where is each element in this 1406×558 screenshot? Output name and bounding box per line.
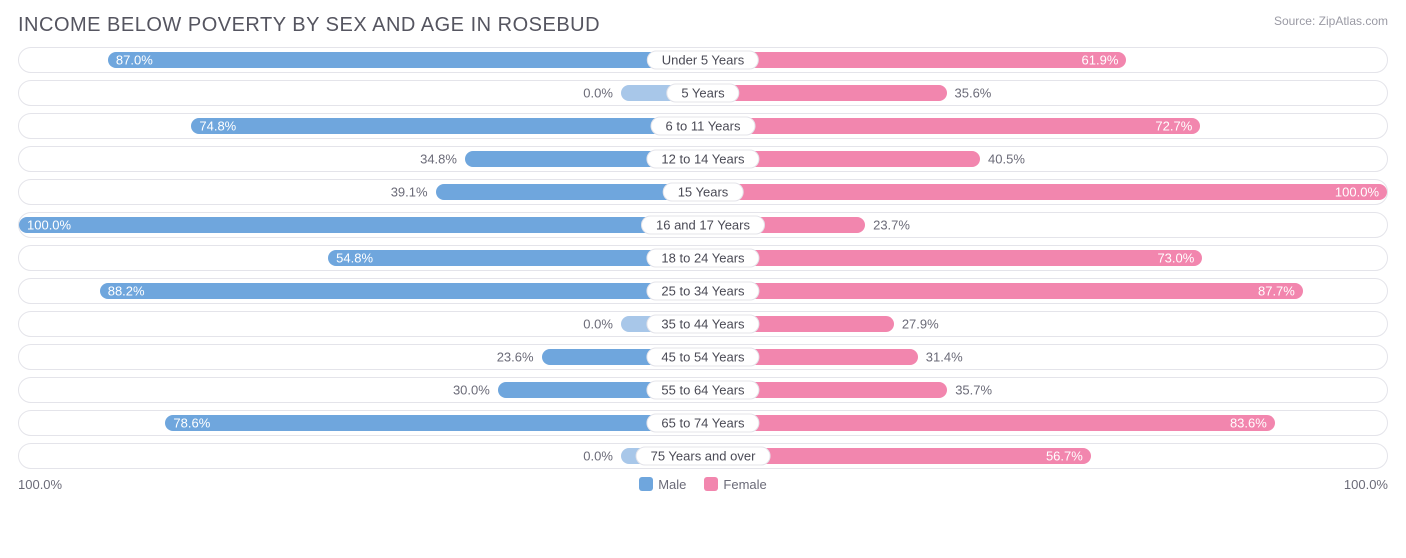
poverty-by-sex-age-chart: INCOME BELOW POVERTY BY SEX AND AGE IN R… bbox=[0, 0, 1406, 558]
female-bar bbox=[703, 52, 1126, 68]
female-value-label: 31.4% bbox=[926, 350, 963, 365]
age-label: 18 to 24 Years bbox=[646, 249, 759, 268]
male-value-label: 100.0% bbox=[27, 218, 71, 233]
axis-right-label: 100.0% bbox=[1344, 477, 1388, 492]
male-value-label: 0.0% bbox=[583, 86, 613, 101]
female-value-label: 83.6% bbox=[1230, 416, 1267, 431]
age-label: 75 Years and over bbox=[636, 447, 771, 466]
male-bar bbox=[191, 118, 703, 134]
chart-title: INCOME BELOW POVERTY BY SEX AND AGE IN R… bbox=[18, 14, 600, 37]
chart-legend: Male Female bbox=[639, 477, 767, 492]
female-value-label: 40.5% bbox=[988, 152, 1025, 167]
legend-female: Female bbox=[704, 477, 766, 492]
chart-row: 78.6% 83.6% 65 to 74 Years bbox=[18, 410, 1388, 436]
female-value-label: 61.9% bbox=[1082, 53, 1119, 68]
chart-header: INCOME BELOW POVERTY BY SEX AND AGE IN R… bbox=[18, 14, 1388, 37]
male-value-label: 88.2% bbox=[108, 284, 145, 299]
chart-row: 54.8% 73.0% 18 to 24 Years bbox=[18, 245, 1388, 271]
chart-row: 23.6% 31.4% 45 to 54 Years bbox=[18, 344, 1388, 370]
female-value-label: 23.7% bbox=[873, 218, 910, 233]
female-bar bbox=[703, 184, 1387, 200]
age-label: 35 to 44 Years bbox=[646, 315, 759, 334]
male-value-label: 54.8% bbox=[336, 251, 373, 266]
male-bar bbox=[19, 217, 703, 233]
age-label: 6 to 11 Years bbox=[651, 117, 756, 136]
female-value-label: 56.7% bbox=[1046, 449, 1083, 464]
male-bar bbox=[165, 415, 703, 431]
age-label: 65 to 74 Years bbox=[646, 414, 759, 433]
age-label: 45 to 54 Years bbox=[646, 348, 759, 367]
chart-row: 0.0% 27.9% 35 to 44 Years bbox=[18, 311, 1388, 337]
male-value-label: 78.6% bbox=[173, 416, 210, 431]
chart-row: 100.0% 23.7% 16 and 17 Years bbox=[18, 212, 1388, 238]
female-bar bbox=[703, 283, 1303, 299]
female-value-label: 27.9% bbox=[902, 317, 939, 332]
age-label: Under 5 Years bbox=[647, 51, 759, 70]
age-label: 25 to 34 Years bbox=[646, 282, 759, 301]
male-value-label: 87.0% bbox=[116, 53, 153, 68]
female-bar bbox=[703, 415, 1275, 431]
legend-female-label: Female bbox=[723, 477, 766, 492]
male-value-label: 0.0% bbox=[583, 449, 613, 464]
axis-left-label: 100.0% bbox=[18, 477, 62, 492]
male-value-label: 34.8% bbox=[420, 152, 457, 167]
chart-row: 39.1% 100.0% 15 Years bbox=[18, 179, 1388, 205]
male-bar bbox=[108, 52, 703, 68]
female-swatch-icon bbox=[704, 477, 718, 491]
female-value-label: 100.0% bbox=[1335, 185, 1379, 200]
male-value-label: 0.0% bbox=[583, 317, 613, 332]
male-swatch-icon bbox=[639, 477, 653, 491]
female-bar bbox=[703, 118, 1200, 134]
age-label: 15 Years bbox=[663, 183, 744, 202]
female-bar bbox=[703, 85, 947, 101]
chart-row: 87.0% 61.9% Under 5 Years bbox=[18, 47, 1388, 73]
chart-row: 34.8% 40.5% 12 to 14 Years bbox=[18, 146, 1388, 172]
male-value-label: 74.8% bbox=[199, 119, 236, 134]
chart-row: 0.0% 35.6% 5 Years bbox=[18, 80, 1388, 106]
age-label: 12 to 14 Years bbox=[646, 150, 759, 169]
chart-row: 74.8% 72.7% 6 to 11 Years bbox=[18, 113, 1388, 139]
chart-row: 30.0% 35.7% 55 to 64 Years bbox=[18, 377, 1388, 403]
female-bar bbox=[703, 250, 1202, 266]
female-value-label: 72.7% bbox=[1155, 119, 1192, 134]
female-value-label: 35.6% bbox=[955, 86, 992, 101]
chart-footer: 100.0% Male Female 100.0% bbox=[18, 477, 1388, 492]
chart-rows: 87.0% 61.9% Under 5 Years 0.0% 35.6% 5 Years 7… bbox=[18, 47, 1388, 469]
age-label: 55 to 64 Years bbox=[646, 381, 759, 400]
male-bar bbox=[100, 283, 703, 299]
female-value-label: 73.0% bbox=[1157, 251, 1194, 266]
age-label: 16 and 17 Years bbox=[641, 216, 765, 235]
chart-source: Source: ZipAtlas.com bbox=[1274, 14, 1388, 28]
male-value-label: 39.1% bbox=[391, 185, 428, 200]
age-label: 5 Years bbox=[666, 84, 739, 103]
chart-row: 88.2% 87.7% 25 to 34 Years bbox=[18, 278, 1388, 304]
female-value-label: 35.7% bbox=[955, 383, 992, 398]
male-value-label: 23.6% bbox=[497, 350, 534, 365]
female-value-label: 87.7% bbox=[1258, 284, 1295, 299]
legend-male: Male bbox=[639, 477, 686, 492]
legend-male-label: Male bbox=[658, 477, 686, 492]
chart-row: 0.0% 56.7% 75 Years and over bbox=[18, 443, 1388, 469]
male-value-label: 30.0% bbox=[453, 383, 490, 398]
